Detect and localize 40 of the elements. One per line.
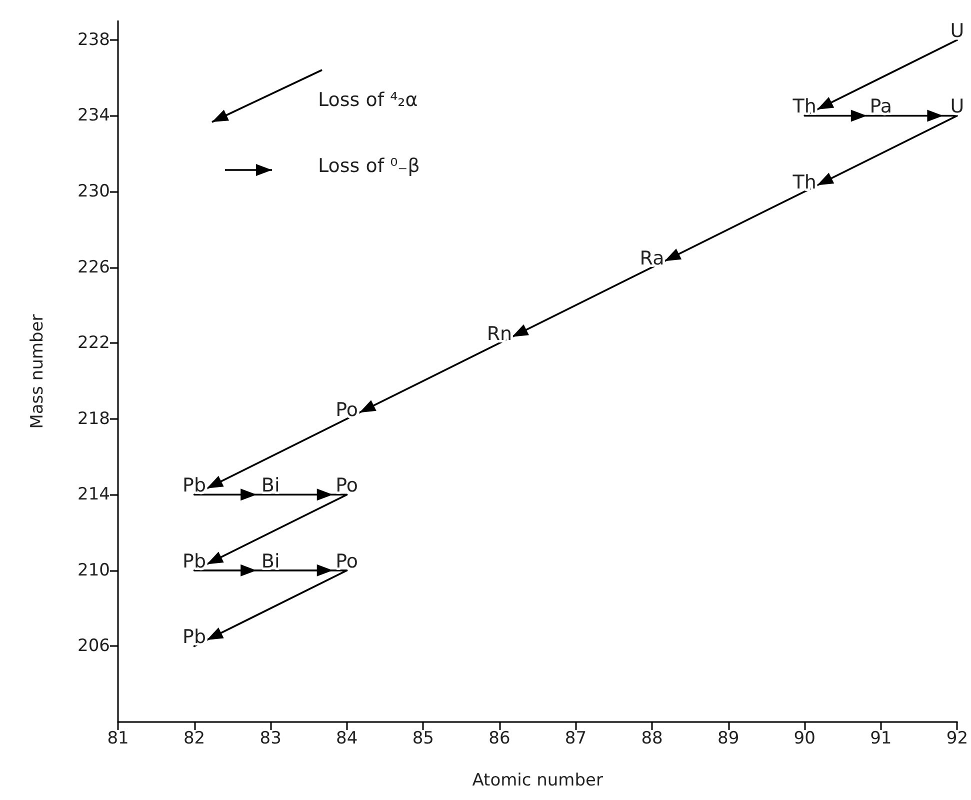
annotation: Po	[336, 398, 358, 421]
x-tick-label: 90	[794, 728, 816, 748]
x-tick-label: 82	[183, 728, 206, 748]
y-tick-label: 226	[78, 257, 110, 278]
annotation: Th	[792, 172, 816, 194]
annotation: Loss of ⁴₂α	[318, 89, 418, 111]
x-tick-label: 88	[641, 728, 663, 748]
annotation: Loss of ⁰₋β	[318, 155, 420, 177]
y-axis-title: Mass number	[28, 314, 48, 429]
y-tick-label: 238	[78, 30, 110, 50]
x-tick-label: 83	[260, 728, 282, 748]
annotation: Bi	[261, 474, 280, 497]
y-tick-label: 218	[78, 408, 110, 429]
y-tick-label: 206	[78, 636, 110, 656]
annotation: Ra	[640, 247, 664, 270]
x-tick-label: 87	[564, 728, 587, 748]
x-tick-label: 92	[946, 728, 968, 748]
annotation: Pb	[182, 474, 206, 497]
annotation: Bi	[261, 550, 280, 572]
x-tick-label: 81	[107, 728, 129, 748]
x-tick-label: 86	[488, 728, 510, 748]
y-tick-label: 234	[78, 106, 110, 126]
y-tick-label: 214	[78, 484, 110, 505]
annotation: Pa	[870, 96, 892, 118]
annotation: Rn	[486, 323, 512, 346]
annotation: Po	[336, 474, 358, 497]
y-tick-label: 230	[78, 182, 110, 202]
annotation: U	[950, 20, 964, 42]
y-tick-label: 210	[78, 560, 110, 580]
x-axis-title: Atomic number	[472, 770, 603, 790]
x-tick-label: 85	[412, 728, 434, 748]
x-tick-label: 89	[717, 728, 740, 748]
annotation: Pb	[182, 550, 206, 572]
x-tick-label: 91	[870, 728, 892, 748]
annotation: Po	[336, 550, 358, 572]
annotation: U	[950, 96, 964, 118]
annotation: Pb	[182, 626, 206, 648]
y-tick-label: 222	[78, 333, 110, 354]
annotation: Th	[792, 96, 816, 118]
x-tick-label: 84	[336, 728, 358, 748]
